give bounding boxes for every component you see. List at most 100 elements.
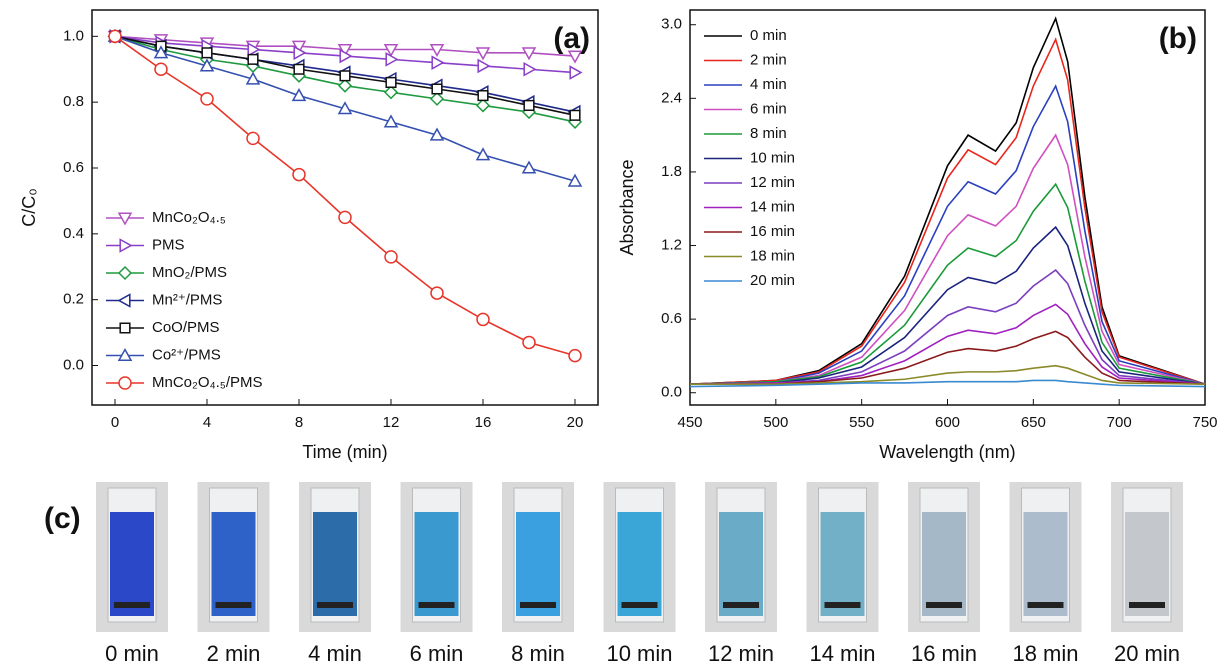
marker [475, 47, 491, 61]
cuvette-base [114, 602, 150, 608]
marker [339, 48, 353, 64]
marker [154, 62, 168, 76]
cuvette-liquid [922, 512, 966, 616]
cuvette-base [418, 602, 455, 608]
y-tick-label: 0.0 [63, 356, 84, 373]
series-line [689, 303, 1206, 385]
panel-label: (a) [553, 22, 590, 55]
legend-marker [117, 347, 133, 362]
x-tick-label: 20 [567, 414, 584, 431]
marker [337, 101, 353, 115]
y-axis-title: Absorbance [617, 159, 637, 255]
legend-marker [119, 322, 131, 334]
marker [477, 90, 489, 102]
x-tick-label: 600 [935, 414, 960, 431]
marker [431, 55, 445, 70]
marker [291, 40, 307, 54]
marker [108, 29, 122, 44]
cuvette-base [621, 602, 658, 608]
caption: 14 min [809, 641, 875, 666]
caption: 18 min [1012, 641, 1078, 666]
y-tick-label: 3.0 [661, 16, 682, 33]
panel-label: (c) [44, 502, 81, 535]
legend-label: Mn²⁺/PMS [152, 291, 222, 308]
cuvette-liquid [719, 512, 763, 616]
cuvette-liquid [617, 512, 662, 616]
marker [153, 45, 169, 59]
y-tick-label: 0.0 [661, 384, 682, 401]
marker [245, 71, 261, 85]
legend-label: CoO/PMS [152, 319, 220, 336]
caption: 6 min [410, 641, 464, 666]
x-tick-label: 0 [111, 414, 119, 431]
series-line [689, 268, 1206, 385]
series-line [689, 84, 1206, 385]
series-line [689, 37, 1206, 385]
marker [569, 65, 583, 80]
marker [521, 47, 537, 61]
legend-label: Co²⁺/PMS [152, 346, 221, 363]
y-tick-label: 2.4 [661, 89, 682, 106]
series-line [689, 225, 1206, 385]
caption: 2 min [207, 641, 261, 666]
marker [475, 147, 491, 161]
cuvette-base [1129, 602, 1165, 608]
legend-label: 6 min [750, 100, 787, 117]
legend-label: PMS [152, 236, 185, 253]
series-line [689, 133, 1206, 385]
cuvette-liquid [414, 512, 459, 616]
cuvette-base [824, 602, 861, 608]
marker [383, 43, 399, 58]
x-tick-label: 450 [677, 414, 702, 431]
marker [199, 58, 215, 72]
x-tick-label: 650 [1021, 414, 1046, 431]
legend-label: 8 min [750, 125, 787, 142]
marker [429, 43, 445, 58]
marker [247, 42, 261, 57]
cuvette-liquid [313, 512, 357, 616]
marker [292, 167, 306, 182]
marker [567, 50, 583, 64]
caption: 0 min [105, 641, 159, 666]
caption: 12 min [708, 641, 774, 666]
marker [384, 250, 398, 264]
cuvette-base [520, 602, 556, 608]
marker [337, 78, 353, 93]
x-axis-title: Wavelength (nm) [879, 442, 1015, 462]
cuvette-base [723, 602, 759, 608]
cuvette-liquid [211, 512, 256, 616]
y-axis-title: C/C₀ [19, 188, 39, 226]
marker [477, 58, 491, 74]
cuvette-liquid [1125, 512, 1169, 616]
cuvette-liquid [110, 512, 154, 616]
legend-label: 2 min [750, 51, 787, 68]
x-tick-label: 750 [1192, 414, 1217, 431]
legend-marker [118, 376, 132, 390]
cuvette-base [926, 602, 962, 608]
series-line [690, 364, 1206, 385]
legend-label: 10 min [750, 149, 795, 166]
marker [567, 173, 583, 187]
cuvette-base [317, 602, 353, 608]
legend-label: MnCo₂O₄.₅ [152, 209, 226, 226]
marker [476, 312, 490, 327]
series-line [689, 182, 1206, 385]
marker [429, 91, 445, 106]
cuvette-base [215, 602, 252, 608]
legend-label: MnCo₂O₄.₅/PMS [152, 374, 263, 391]
marker [523, 61, 537, 77]
x-tick-label: 700 [1107, 414, 1132, 431]
marker [293, 63, 305, 75]
y-tick-label: 1.8 [661, 163, 682, 180]
marker [247, 53, 259, 65]
legend-label: MnO₂/PMS [152, 264, 227, 281]
legend-label: 0 min [750, 27, 787, 44]
cuvette-base [1027, 602, 1064, 608]
legend-label: 4 min [750, 76, 787, 93]
marker [522, 335, 536, 350]
cuvette-liquid [820, 512, 865, 616]
y-tick-label: 1.2 [661, 236, 682, 253]
x-tick-label: 500 [763, 414, 788, 431]
marker [429, 127, 445, 141]
